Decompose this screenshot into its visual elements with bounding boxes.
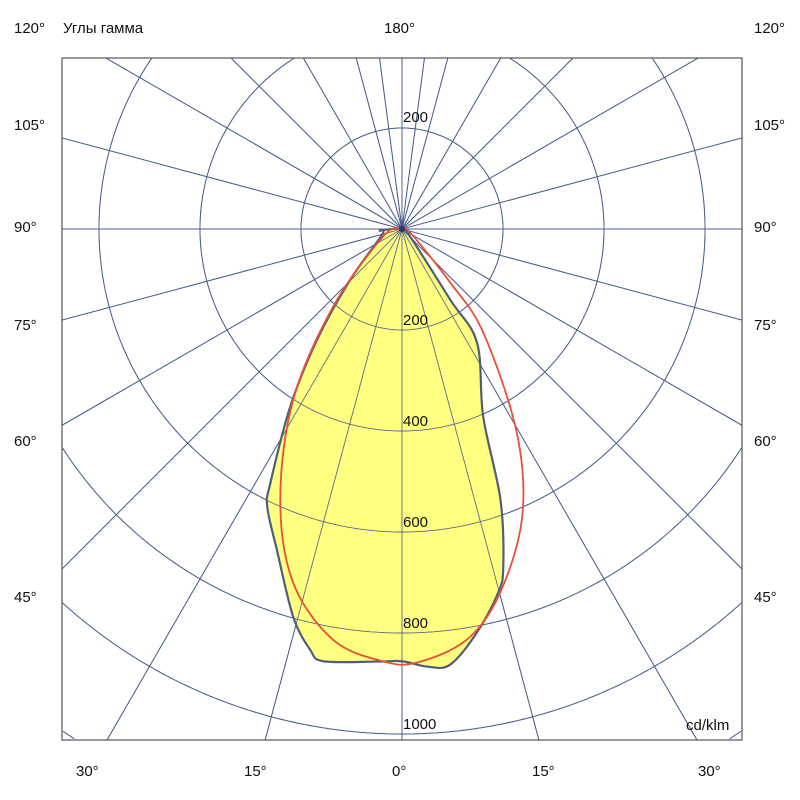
angle-grid-line	[401, 58, 425, 230]
angle-grid-line	[106, 228, 403, 740]
chart-title: Углы гамма	[63, 20, 144, 37]
angle-grid-line	[105, 58, 403, 230]
unit-label: cd/klm	[686, 717, 729, 734]
radial-label-lower: 800	[403, 615, 428, 632]
angle-grid-line	[62, 228, 403, 321]
right-angle-label: 105°	[754, 117, 785, 134]
angle-grid-line	[401, 58, 574, 230]
bottom-angle-label: 0°	[392, 763, 406, 780]
right-angle-label: 120°	[754, 20, 785, 37]
angle-grid-line	[401, 58, 449, 230]
radial-grid-circle	[62, 602, 742, 735]
left-angle-label: 60°	[14, 433, 37, 450]
left-angle-label: 75°	[14, 317, 37, 334]
angle-grid-line	[355, 58, 403, 230]
radial-label-upper: 200	[403, 109, 428, 126]
center-point	[399, 226, 405, 232]
angle-grid-line	[302, 58, 403, 230]
angle-grid-line	[401, 228, 540, 740]
left-angle-label: 120°	[14, 20, 45, 37]
angle-grid-line	[401, 58, 699, 230]
angle-grid-line	[401, 228, 742, 426]
angle-grid-line	[379, 58, 403, 230]
angle-grid-line	[230, 58, 403, 230]
polar-grid-overlay	[62, 58, 742, 740]
radial-label-lower: 400	[403, 413, 428, 430]
curve-c90-c270	[279, 226, 525, 666]
right-angle-label: 75°	[754, 317, 777, 334]
angle-grid-line	[401, 137, 742, 230]
radial-grid-circle	[98, 58, 706, 533]
left-angle-label: 90°	[14, 219, 37, 236]
bottom-angle-label: 15°	[244, 763, 267, 780]
left-angle-label: 105°	[14, 117, 45, 134]
angle-grid-line	[401, 228, 742, 321]
radial-grid-circle	[62, 731, 742, 740]
radial-grid-circle	[62, 447, 742, 634]
top-angle-label: 180°	[384, 20, 415, 37]
angle-grid-line	[401, 58, 502, 230]
right-angle-label: 60°	[754, 433, 777, 450]
radial-label-lower: 600	[403, 514, 428, 531]
angle-grid-line	[264, 228, 403, 740]
bottom-angle-label: 30°	[698, 763, 721, 780]
radial-label-lower: 200	[403, 312, 428, 329]
bottom-angle-label: 15°	[532, 763, 555, 780]
angle-grid-line	[62, 137, 403, 230]
plot-frame	[61, 57, 743, 741]
right-angle-label: 45°	[754, 589, 777, 606]
left-angle-label: 45°	[14, 589, 37, 606]
angle-grid-line	[62, 228, 403, 426]
radial-grid-circle	[199, 58, 605, 432]
angle-grid-line	[401, 228, 742, 570]
axis-labels: Углы гамма 180° cd/klm 120° 120° 105° 105° 9…	[14, 20, 785, 780]
intensity-curves	[62, 58, 742, 740]
angle-grid-line	[401, 228, 698, 740]
bottom-angle-label: 30°	[76, 763, 99, 780]
radial-label-lower: 1000	[403, 716, 436, 733]
right-angle-label: 90°	[754, 219, 777, 236]
